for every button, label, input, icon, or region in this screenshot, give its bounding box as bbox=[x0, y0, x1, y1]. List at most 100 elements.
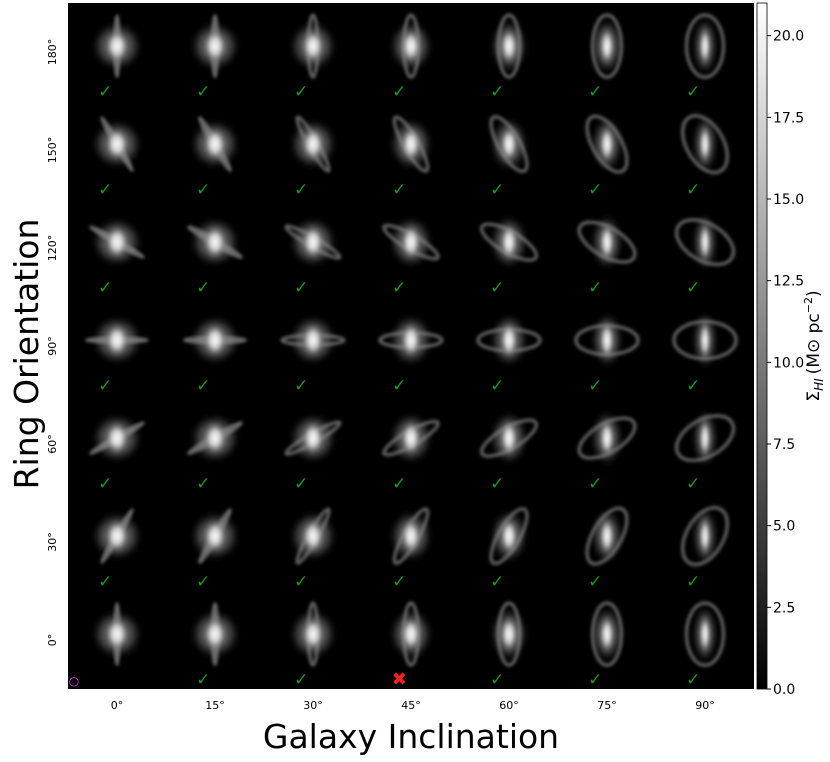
galaxy-cell bbox=[280, 316, 346, 364]
check-icon: ✓ bbox=[98, 474, 112, 494]
check-icon: ✓ bbox=[392, 278, 406, 298]
x-tick-label: 75° bbox=[597, 699, 617, 712]
galaxy-cell bbox=[378, 315, 444, 365]
colorbar-tick-label: 20.0 bbox=[773, 29, 804, 45]
galaxy-cell bbox=[390, 115, 432, 173]
check-icon: ✓ bbox=[588, 474, 602, 494]
galaxy-cell bbox=[284, 218, 342, 266]
galaxy-cell bbox=[191, 116, 239, 173]
galaxy-cell bbox=[491, 601, 527, 667]
check-icon: ✓ bbox=[686, 474, 700, 494]
galaxy-cell bbox=[284, 414, 342, 462]
check-icon: ✓ bbox=[490, 670, 504, 690]
check-icon: ✓ bbox=[686, 180, 700, 200]
galaxy-cell bbox=[187, 414, 243, 462]
check-icon: ✓ bbox=[196, 278, 210, 298]
check-icon: ✓ bbox=[392, 82, 406, 102]
galaxy-cell bbox=[476, 314, 542, 366]
galaxy-cell bbox=[89, 415, 145, 462]
galaxy-cell bbox=[390, 13, 432, 79]
check-icon: ✓ bbox=[588, 572, 602, 592]
y-tick-label: 120° bbox=[46, 235, 59, 262]
y-tick-label: 60° bbox=[46, 434, 59, 454]
check-icon: ✓ bbox=[686, 82, 700, 102]
check-icon: ✓ bbox=[686, 670, 700, 690]
check-icon: ✓ bbox=[490, 180, 504, 200]
check-icon: ✓ bbox=[490, 572, 504, 592]
check-icon: ✓ bbox=[588, 376, 602, 396]
colorbar-tick-label: 12.5 bbox=[773, 274, 804, 290]
x-tick-label: 90° bbox=[695, 699, 715, 712]
check-icon: ✓ bbox=[196, 376, 210, 396]
x-tick-label: 45° bbox=[401, 699, 421, 712]
galaxy-cell bbox=[675, 410, 735, 466]
galaxy-cell bbox=[681, 114, 729, 175]
check-icon: ✓ bbox=[196, 670, 210, 690]
y-axis-label: Ring Orientation bbox=[7, 219, 46, 490]
check-icon: ✓ bbox=[490, 376, 504, 396]
galaxy-cell bbox=[187, 218, 243, 266]
colorbar-tick-label: 15.0 bbox=[773, 192, 804, 208]
check-icon: ✓ bbox=[294, 180, 308, 200]
check-icon: ✓ bbox=[98, 180, 112, 200]
galaxy-cell bbox=[675, 214, 735, 270]
y-tick-label: 180° bbox=[46, 39, 59, 66]
y-tick-label: 150° bbox=[46, 137, 59, 164]
colorbar-tick-label: 7.5 bbox=[773, 437, 795, 453]
galaxy-cell bbox=[684, 601, 726, 667]
check-icon: ✓ bbox=[294, 278, 308, 298]
y-tick-label: 90° bbox=[46, 336, 59, 356]
galaxy-cell bbox=[92, 14, 142, 79]
galaxy-cell bbox=[585, 506, 629, 566]
galaxy-cell bbox=[191, 14, 239, 79]
check-icon: ✓ bbox=[98, 376, 112, 396]
marker-layer: ✓ ✓ ✓ ✓ ✓ ✓ ✓ ✓ ✓ ✓ ✓ ✓ ✓ ✓ ✓ ✓ ✓ ✓ ✓ ✓ ✓ ✓ ✓ ✓ ✓ ✓ ✓ ✓ ✓ ✓ ✓ ✓ ✓ ✓ ✓ ✓ ✓ ✓ ✓ ✓… bbox=[69, 82, 701, 690]
galaxy-grid bbox=[85, 13, 738, 667]
check-icon: ✓ bbox=[98, 82, 112, 102]
colorbar-tick-label: 17.5 bbox=[773, 110, 804, 126]
galaxy-cell bbox=[480, 412, 538, 464]
galaxy-cell bbox=[92, 508, 142, 564]
galaxy-cell bbox=[191, 508, 239, 565]
check-icon: ✓ bbox=[392, 376, 406, 396]
colorbar-tick-label: 2.5 bbox=[773, 600, 795, 616]
galaxy-cell bbox=[92, 116, 142, 172]
galaxy-cell bbox=[684, 13, 726, 79]
check-icon: ✓ bbox=[196, 180, 210, 200]
y-tick-label: 30° bbox=[46, 532, 59, 552]
check-icon: ✓ bbox=[588, 278, 602, 298]
colorbar-tick-label: 0.0 bbox=[773, 682, 795, 698]
galaxy-cell bbox=[290, 13, 336, 79]
galaxy-cell bbox=[681, 506, 729, 567]
check-icon: ✓ bbox=[196, 572, 210, 592]
colorbar-tick-label: 5.0 bbox=[773, 519, 795, 535]
galaxy-cell bbox=[183, 316, 247, 364]
galaxy-cell bbox=[489, 115, 529, 174]
colorbar-ticks: 0.0 2.5 5.0 7.5 10.0 12.5 15.0 17.5 20.0 bbox=[767, 29, 804, 698]
check-icon: ✓ bbox=[686, 278, 700, 298]
galaxy-cell bbox=[290, 115, 336, 173]
galaxy-cell bbox=[89, 219, 145, 266]
galaxy-cell bbox=[489, 507, 529, 566]
galaxy-cell bbox=[577, 411, 637, 465]
colorbar bbox=[756, 2, 768, 690]
y-tick-labels: 180° 150° 120° 90° 60° 30° 0° bbox=[46, 39, 59, 647]
check-icon: ✓ bbox=[196, 82, 210, 102]
galaxy-cell bbox=[480, 216, 538, 268]
x-tick-label: 30° bbox=[303, 699, 323, 712]
galaxy-cell bbox=[577, 215, 637, 269]
check-icon: ✓ bbox=[98, 572, 112, 592]
x-tick-labels: 0° 15° 30° 45° 60° 75° 90° bbox=[111, 699, 715, 712]
x-axis-label: Galaxy Inclination bbox=[263, 717, 559, 756]
check-icon: ✓ bbox=[686, 572, 700, 592]
galaxy-cell bbox=[382, 413, 440, 463]
check-icon: ✓ bbox=[588, 670, 602, 690]
galaxy-cell bbox=[92, 602, 142, 667]
galaxy-cell bbox=[390, 507, 432, 565]
galaxy-cell bbox=[191, 602, 239, 667]
check-icon: ✓ bbox=[294, 474, 308, 494]
galaxy-cell bbox=[290, 507, 336, 565]
x-tick-label: 0° bbox=[111, 699, 124, 712]
x-tick-label: 60° bbox=[499, 699, 519, 712]
